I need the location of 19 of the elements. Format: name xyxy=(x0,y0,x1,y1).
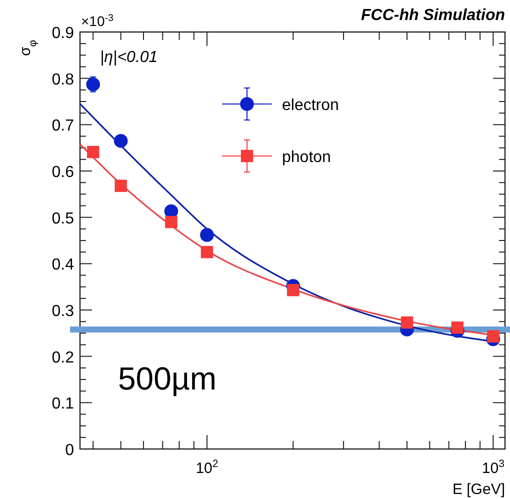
y-tick-label: 0.4 xyxy=(52,256,74,274)
y-tick-label: 0 xyxy=(65,442,74,459)
y-tick-label: 0.6 xyxy=(52,164,74,181)
chart-title: FCC-hh Simulation xyxy=(361,7,506,24)
y-tick-label: 0.9 xyxy=(52,25,74,42)
annotation: |η|<0.01 xyxy=(100,49,158,66)
y-tick-label: 0.8 xyxy=(52,71,74,88)
y-tick-label: 0.3 xyxy=(52,303,74,320)
text: ×10$^{-3}$ xyxy=(81,12,114,29)
x-tick-label: 10$^{2}$ xyxy=(196,458,218,477)
y-tick-label: 0.1 xyxy=(52,396,74,413)
y-tick-label: 0.2 xyxy=(52,349,74,366)
x-axis-title: E [GeV] xyxy=(452,481,505,498)
ref-line-label: 500µm xyxy=(118,360,216,396)
legend-label: photon xyxy=(282,149,331,166)
y-tick-label: 0.7 xyxy=(52,118,74,135)
y-tick-label: 0.5 xyxy=(52,210,74,228)
x-tick-label: 10$^{3}$ xyxy=(482,458,505,477)
legend-label: electron xyxy=(282,97,339,114)
